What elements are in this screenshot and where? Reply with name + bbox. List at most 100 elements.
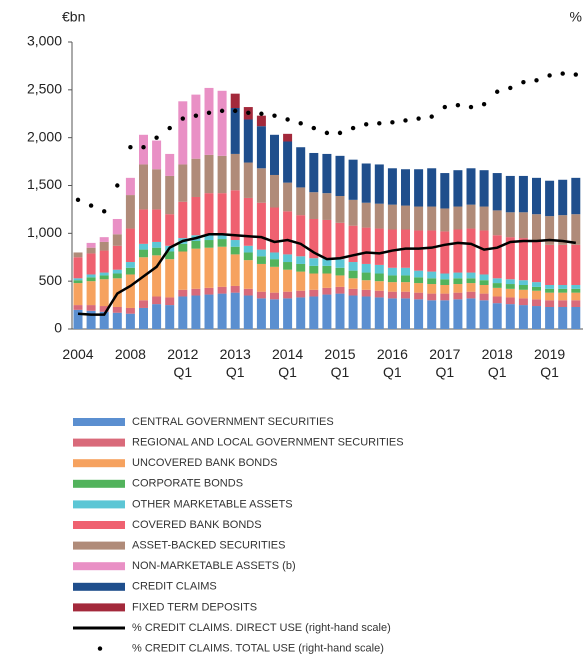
x-tick-label: 2013 Q1 — [219, 346, 251, 380]
bar-segment — [86, 310, 96, 329]
bar-segment — [492, 303, 502, 329]
bar-segment — [492, 278, 502, 284]
bar-segment — [427, 278, 437, 285]
bar-segment — [335, 275, 345, 287]
bar-segment — [112, 273, 122, 279]
legend-label: CENTRAL GOVERNMENT SECURITIES — [132, 416, 334, 428]
bar-segment — [165, 175, 175, 215]
bar-segment — [191, 158, 201, 197]
bar-segment — [571, 177, 581, 215]
bar-segment — [99, 275, 109, 280]
bar-segment — [178, 296, 188, 329]
legend-swatch — [73, 541, 125, 550]
bar-segment — [256, 291, 266, 299]
dot — [521, 79, 526, 85]
bar-segment — [505, 279, 515, 285]
bar-segment — [492, 210, 502, 236]
bar-segment — [230, 285, 240, 293]
bar-segment — [532, 240, 541, 283]
bar-segment — [86, 242, 96, 248]
bar-segment — [453, 272, 463, 279]
bar-segment — [230, 292, 240, 329]
bar-segment — [256, 256, 266, 264]
dot — [573, 72, 578, 77]
bar-segment — [466, 291, 476, 299]
bar-segment — [427, 293, 437, 301]
bar-segment — [387, 275, 397, 283]
bar-segment — [152, 169, 162, 210]
bar-segment — [152, 140, 162, 170]
bar-segment — [545, 300, 555, 307]
dot — [102, 209, 107, 214]
bar-segment — [335, 259, 345, 268]
bar-segment — [309, 273, 319, 290]
bar-segment — [518, 238, 528, 281]
bar-segment — [361, 263, 371, 273]
bar-segment — [217, 233, 227, 240]
bar-segment — [348, 199, 358, 226]
bar-segment — [86, 253, 96, 275]
dot — [311, 125, 316, 131]
bar-segment — [296, 297, 306, 329]
bar-segment — [309, 192, 319, 219]
bar-segment — [335, 267, 345, 276]
y-tick-label: 500 — [39, 272, 63, 288]
x-tick-label: 2019 Q1 — [534, 346, 566, 380]
bar-segment — [545, 216, 555, 245]
bar-segment — [217, 193, 227, 234]
bar-segment — [230, 254, 240, 286]
bar-segment — [453, 292, 463, 300]
bar-segment — [532, 282, 541, 287]
bar-segment — [492, 283, 502, 288]
bar-segment — [165, 259, 175, 298]
bar-segment — [335, 196, 345, 223]
x-tick-label: 2014 Q1 — [272, 346, 304, 380]
bar-segment — [545, 180, 555, 217]
bar-segment — [152, 241, 162, 248]
bar-segment — [361, 289, 371, 297]
bar-segment — [466, 168, 476, 205]
bar-segment — [387, 267, 397, 276]
bar-segment — [322, 193, 332, 220]
bar-segment — [139, 249, 148, 258]
bar-segment — [440, 231, 450, 274]
bar-segment — [73, 305, 83, 310]
dot — [193, 113, 199, 118]
bar-segment — [152, 247, 162, 256]
bar-segment — [401, 267, 410, 276]
bar-segment — [348, 295, 358, 329]
dot — [337, 130, 343, 136]
bar-segment — [243, 288, 253, 296]
bar-segment — [518, 212, 528, 239]
bar-segment — [532, 177, 541, 215]
legend-label: ASSET-BACKED SECURITIES — [132, 540, 285, 552]
bar-segment — [374, 203, 384, 229]
bar-segment — [309, 289, 319, 297]
bar-segment — [479, 230, 489, 275]
bar-segment — [112, 306, 122, 313]
bar-segment — [558, 244, 568, 285]
legend-swatch — [73, 418, 125, 426]
bar-segment — [270, 134, 279, 175]
bar-segment — [230, 93, 240, 109]
x-tick-label: 2016 Q1 — [376, 346, 408, 380]
bar-segment — [86, 281, 96, 306]
bar-segment — [532, 286, 541, 291]
bar-segment — [558, 306, 568, 329]
bar-segment — [453, 284, 463, 293]
bar-segment — [532, 290, 541, 300]
bar-segment — [571, 284, 581, 289]
bar-segment — [558, 179, 568, 216]
bar-segment — [204, 234, 214, 241]
bar-segment — [125, 228, 135, 263]
bar-segment — [270, 174, 279, 208]
x-tick-label: 2008 — [114, 346, 146, 362]
bar-segment — [440, 279, 450, 285]
bar-segment — [414, 206, 424, 231]
bar-segment — [204, 287, 214, 295]
bar-segment — [518, 175, 528, 213]
dot — [75, 197, 81, 203]
legend-swatch — [73, 562, 125, 571]
bar-segment — [152, 209, 162, 242]
